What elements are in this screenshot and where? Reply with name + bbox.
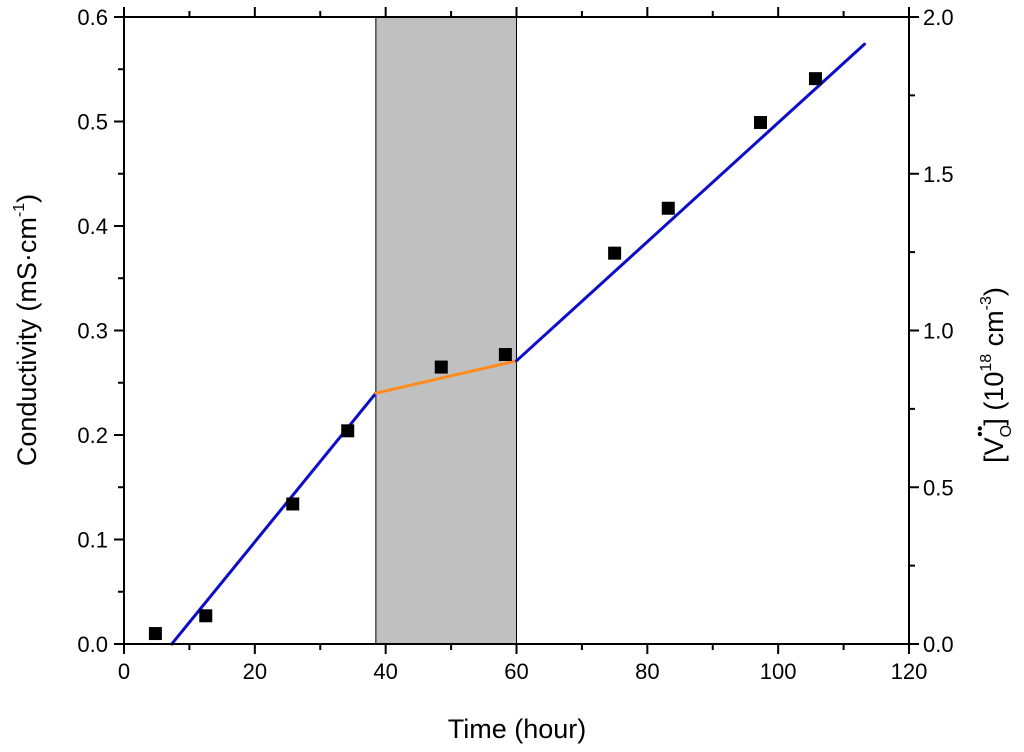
y2-tick-label: 0.5: [923, 475, 954, 500]
y-axis-title-close: ): [12, 194, 42, 203]
data-point-6: [498, 348, 512, 362]
data-point-4: [341, 424, 355, 438]
x-tick-label: 120: [891, 659, 928, 684]
y-tick-label: 0.3: [77, 319, 108, 344]
data-point-10: [808, 72, 822, 86]
x-tick-label: 60: [504, 659, 528, 684]
x-tick-label: 40: [373, 659, 397, 684]
y-axis-title-sup: -1: [11, 203, 28, 217]
y-tick-label: 0.6: [77, 5, 108, 30]
x-axis-title: Time (hour): [448, 714, 587, 744]
x-tick-label: 80: [635, 659, 659, 684]
data-point-3: [286, 497, 300, 511]
y2-tick-label: 2.0: [923, 5, 954, 30]
x-tick-label: 100: [760, 659, 797, 684]
data-point-8: [661, 201, 675, 215]
y2-axis-title-unit-sup: -3: [978, 296, 995, 310]
y2-axis-title: [VO ••] (1018 cm-3): [972, 287, 1015, 463]
y-axis-title-main: Conductivity (mS·cm: [12, 217, 42, 466]
y2-axis-title-end: ): [979, 287, 1009, 296]
y-tick-label: 0.1: [77, 528, 108, 553]
y-tick-label: 0.0: [77, 632, 108, 657]
y2-axis-title-sup: 18: [978, 354, 995, 372]
fit-line-3: [515, 42, 867, 363]
y2-axis-title-unit: cm: [979, 310, 1009, 354]
y2-tick-label: 1.0: [923, 319, 954, 344]
y-axis-title: Conductivity (mS·cm-1): [11, 194, 42, 466]
data-point-7: [608, 246, 622, 260]
data-point-9: [754, 116, 768, 130]
fit-line-2: [374, 359, 518, 395]
y2-axis-title-open: [V: [979, 437, 1009, 463]
y2-axis-title-close: ] (10: [979, 372, 1009, 426]
data-point-5: [434, 360, 448, 374]
shaded-region: [375, 16, 517, 645]
x-tick-label: 20: [243, 659, 267, 684]
y-tick-label: 0.4: [77, 214, 108, 239]
x-tick-label: 0: [118, 659, 130, 684]
data-point-1: [148, 627, 162, 641]
data-point-2: [199, 609, 213, 623]
y2-tick-label: 1.5: [923, 162, 954, 187]
y-tick-label: 0.5: [77, 110, 108, 135]
y2-axis-title-sub: O: [998, 425, 1015, 437]
y2-axis-title-dots: ••: [972, 426, 989, 437]
y2-tick-label: 0.0: [923, 632, 954, 657]
y-tick-label: 0.2: [77, 423, 108, 448]
